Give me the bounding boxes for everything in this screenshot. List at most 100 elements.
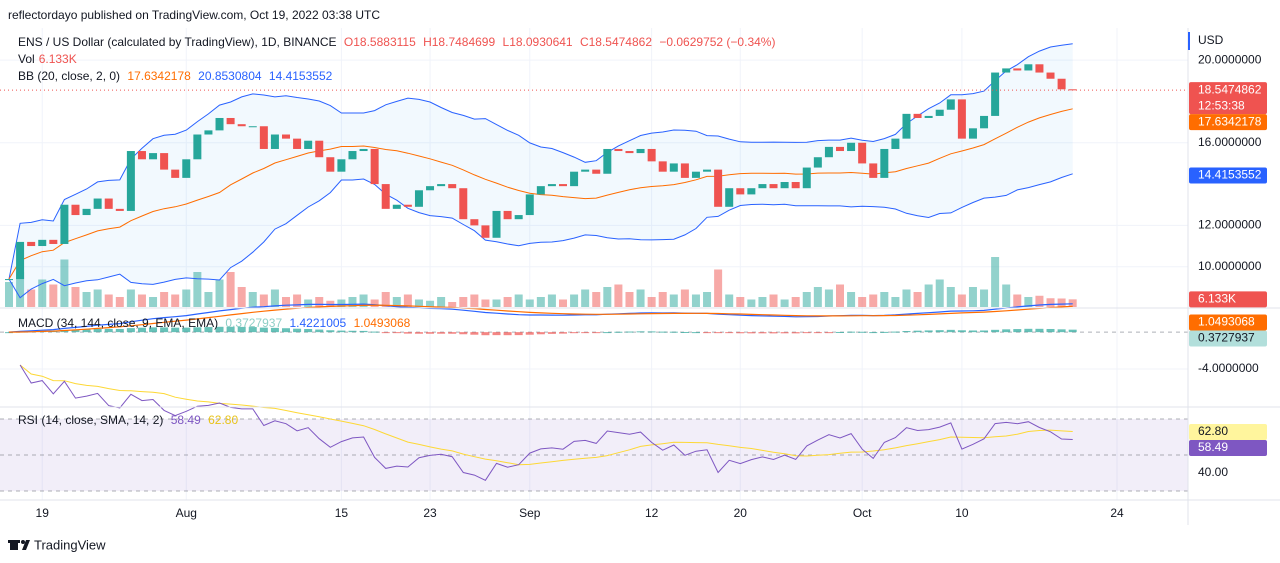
- candle: [115, 208, 124, 211]
- price-label-box: [1189, 291, 1267, 308]
- legend-volume: Vol 6.133K: [18, 52, 81, 66]
- volume-bar: [603, 287, 612, 307]
- candle: [370, 148, 379, 185]
- macd-hist-bar: [536, 332, 545, 335]
- volume-bar: [49, 284, 58, 307]
- volume-bar: [514, 294, 523, 307]
- macd-hist-bar: [636, 331, 645, 333]
- macd-hist-bar: [160, 327, 169, 333]
- volume-bar: [171, 294, 180, 307]
- candle: [669, 163, 678, 172]
- macd-hist-bar: [403, 332, 412, 334]
- candle: [1013, 68, 1022, 71]
- candle: [459, 188, 468, 220]
- candle: [869, 163, 878, 178]
- volume-bar: [392, 297, 401, 307]
- macd-hist-bar: [570, 332, 579, 334]
- macd-hist-bar: [426, 332, 435, 334]
- macd-hist-bar: [957, 330, 966, 333]
- rsi-label: RSI (14, close, SMA, 14, 2): [18, 413, 164, 427]
- macd-hist-bar: [913, 330, 922, 333]
- volume-bar: [858, 297, 867, 307]
- rsi-value: 58.49: [170, 413, 201, 427]
- candle: [348, 151, 357, 160]
- volume-bar: [326, 300, 335, 307]
- macd-hist-bar: [348, 330, 357, 333]
- macd-hist-bar: [514, 332, 523, 336]
- volume-bar: [348, 297, 357, 307]
- candle: [547, 184, 556, 187]
- candle: [980, 115, 989, 129]
- candle: [559, 184, 567, 187]
- volume-bar: [414, 299, 423, 307]
- candle: [946, 99, 955, 110]
- price-label: 0.3727937: [1198, 331, 1255, 345]
- volume-bar: [459, 297, 468, 307]
- price-label-box: [1189, 167, 1267, 184]
- bb-upper: 20.8530804: [198, 69, 262, 83]
- volume-bar: [403, 294, 412, 307]
- macd-hist-bar: [115, 328, 124, 333]
- candle: [237, 124, 246, 127]
- candle: [769, 184, 778, 189]
- time-tick-label: Aug: [176, 506, 197, 520]
- volume-bar: [847, 292, 856, 307]
- candle: [614, 148, 623, 152]
- volume-bar: [126, 289, 135, 307]
- volume-bar: [38, 279, 47, 307]
- candle: [913, 113, 922, 118]
- candle: [714, 169, 723, 207]
- candle: [326, 157, 335, 172]
- macd-hist-bar: [647, 331, 656, 333]
- macd-hist-bar: [991, 329, 1000, 333]
- volume-bar: [370, 299, 379, 307]
- candle: [27, 241, 36, 247]
- candle: [71, 204, 80, 216]
- macd-hist-bar: [248, 327, 257, 333]
- macd-hist-bar: [226, 326, 235, 333]
- bb-upper: [8, 43, 1073, 280]
- price-label: 58.49: [1198, 440, 1228, 454]
- rsi-tick-label: 40.00: [1198, 465, 1228, 479]
- volume-bar: [703, 292, 712, 307]
- candle: [337, 159, 346, 172]
- volume-bar: [924, 284, 933, 307]
- volume-label: Vol: [18, 52, 35, 66]
- macd-hist-bar: [459, 332, 468, 335]
- time-tick-label: Sep: [519, 506, 541, 520]
- volume-bar: [259, 294, 268, 307]
- time-tick-label: Oct: [853, 506, 872, 520]
- price-label-box: [1189, 439, 1267, 456]
- high: H18.7484699: [423, 35, 496, 49]
- candle: [902, 113, 911, 139]
- volume-bar: [869, 294, 878, 307]
- macd-hist-bar: [592, 332, 601, 334]
- macd-hist-bar: [237, 326, 246, 333]
- macd-hist-bar: [1057, 329, 1066, 333]
- rsi-sma: 62.80: [208, 413, 239, 427]
- volume-bar: [946, 287, 955, 307]
- price-label-box: [1189, 314, 1267, 331]
- macd-hist-bar: [802, 332, 811, 334]
- time-tick-label: 20: [734, 506, 748, 520]
- volume-bar: [1035, 295, 1044, 307]
- candle: [658, 161, 667, 172]
- macd-hist-bar: [581, 332, 590, 334]
- published-line: reflectordayo published on TradingView.c…: [8, 8, 384, 22]
- candle: [525, 194, 534, 216]
- volume-bar: [813, 287, 822, 307]
- volume-bar: [592, 292, 601, 307]
- candle: [813, 157, 822, 168]
- candle: [691, 171, 700, 178]
- macd-hist-bar: [658, 331, 667, 333]
- published: reflectordayo published on TradingView.c…: [8, 8, 380, 22]
- footer-logo: [8, 540, 30, 550]
- macd-hist-bar: [968, 330, 977, 333]
- macd-hist-bar: [282, 328, 290, 333]
- candle: [426, 186, 435, 191]
- currency-label: USD: [1198, 33, 1224, 47]
- bb-basis: [8, 108, 1073, 280]
- candle: [758, 184, 767, 189]
